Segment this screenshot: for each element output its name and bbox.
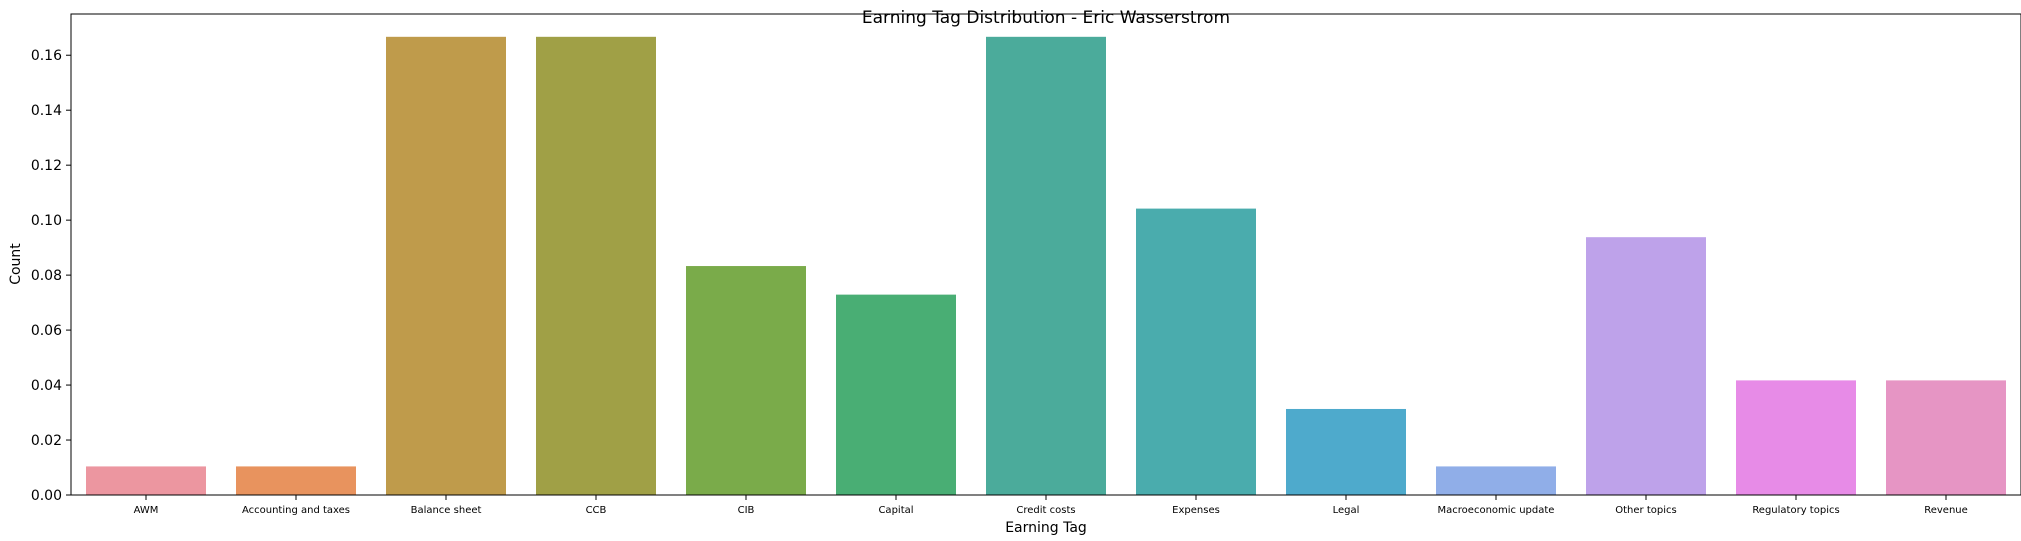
x-tick-label: Macroeconomic update: [1438, 505, 1555, 516]
x-tick-label: Accounting and taxes: [242, 505, 350, 516]
bar-capital: [836, 294, 956, 495]
bar-awm: [86, 466, 206, 495]
y-tick-label: 0.00: [31, 488, 62, 504]
y-tick-label: 0.12: [31, 158, 62, 174]
y-tick-label: 0.16: [31, 48, 62, 64]
bar-revenue: [1886, 380, 2006, 495]
y-tick-label: 0.02: [31, 433, 62, 449]
bar-regulatory-topics: [1736, 380, 1856, 495]
y-tick-label: 0.06: [31, 323, 62, 339]
x-tick-label: Balance sheet: [411, 505, 482, 516]
x-tick-label: Credit costs: [1016, 505, 1075, 516]
x-tick-label: Capital: [878, 505, 913, 516]
bar-macroeconomic-update: [1436, 466, 1556, 495]
bar-cib: [686, 266, 806, 495]
bar-accounting-and-taxes: [236, 466, 356, 495]
x-tick-label: AWM: [134, 505, 159, 516]
x-tick-label: Revenue: [1924, 505, 1968, 516]
bar-legal: [1286, 408, 1406, 495]
bar-credit-costs: [986, 36, 1106, 496]
bar-balance-sheet: [386, 36, 506, 496]
x-axis-label: Earning Tag: [1005, 520, 1087, 536]
x-tick-label: Other topics: [1615, 505, 1676, 516]
bar-other-topics: [1586, 237, 1706, 495]
y-ticks-group: 0.00 0.02 0.04 0.06 0.08 0.10 0.12 0.14 0.16: [31, 48, 71, 504]
x-tick-label: CCB: [586, 505, 607, 516]
y-tick-label: 0.10: [31, 213, 62, 229]
x-tick-label: Expenses: [1172, 505, 1220, 516]
y-tick-label: 0.08: [31, 268, 62, 284]
y-axis-label: Count: [8, 243, 24, 285]
bars-group: [86, 36, 2006, 496]
bar-expenses: [1136, 208, 1256, 495]
x-ticks-group: AWM Accounting and taxes Balance sheet CCB C…: [134, 495, 1968, 516]
y-tick-label: 0.04: [31, 378, 62, 394]
plot-frame: [70, 13, 2021, 496]
x-tick-label: CIB: [738, 505, 755, 516]
x-tick-label: Regulatory topics: [1752, 505, 1839, 516]
chart-title: Earning Tag Distribution - Eric Wasserst…: [862, 8, 1230, 28]
y-tick-label: 0.14: [31, 103, 62, 119]
bar-ccb: [536, 36, 656, 496]
x-tick-label: Legal: [1333, 505, 1360, 516]
